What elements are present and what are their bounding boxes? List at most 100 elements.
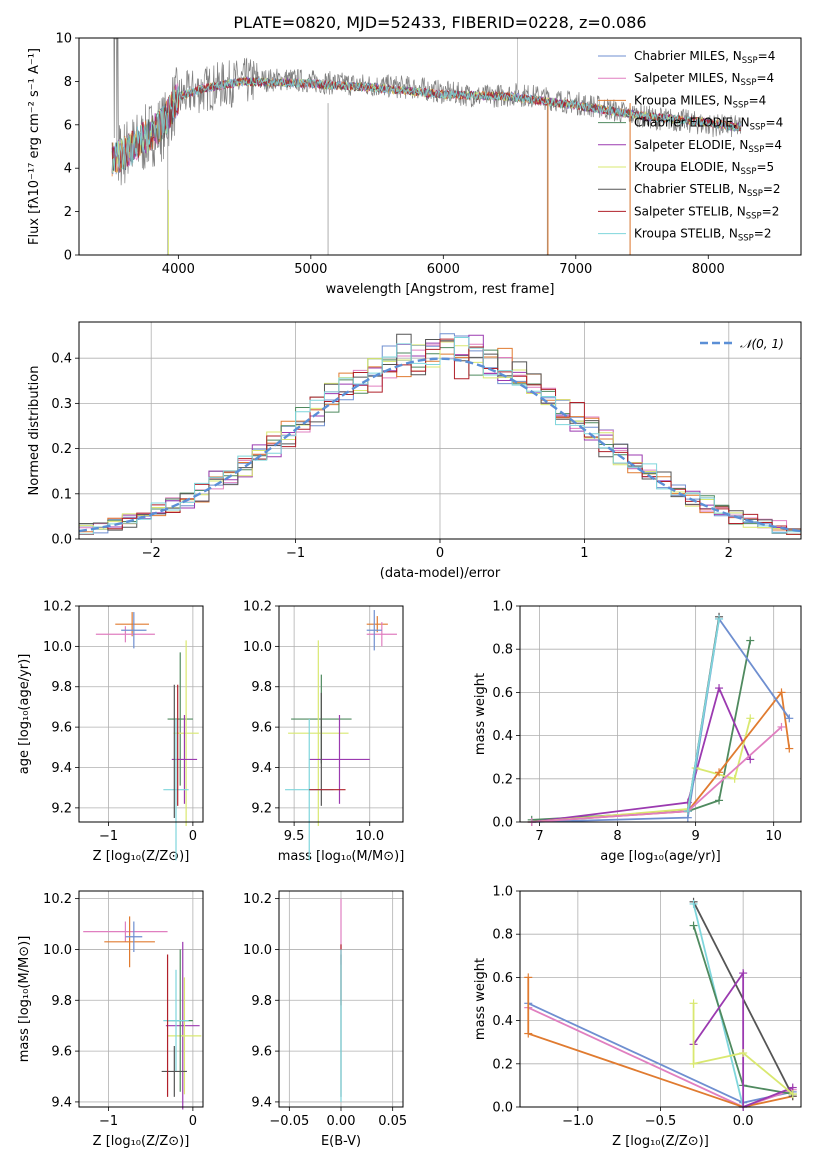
x-tick-label: 0 bbox=[189, 1114, 197, 1129]
legend-entry-subscript: SSP bbox=[741, 78, 757, 88]
x-tick-label: −2 bbox=[142, 546, 161, 561]
spectrum-panel: 4000 5000 6000 7000 8000 0 2 4 6 8 10 wavelength [A… bbox=[27, 32, 802, 297]
x-tick-label: 2 bbox=[725, 546, 733, 561]
axes-frame bbox=[278, 890, 404, 1108]
x-tick-label: 5000 bbox=[294, 262, 327, 277]
mass-weight-series bbox=[531, 718, 752, 823]
y-tick-label: 0.8 bbox=[492, 643, 513, 658]
y-tick-label: 10.2 bbox=[243, 892, 272, 907]
y-tick-label: 1.0 bbox=[492, 600, 513, 615]
figure-title: PLATE=0820, MJD=52433, FIBERID=0228, z=0… bbox=[233, 13, 646, 32]
x-tick-label: 8 bbox=[613, 829, 621, 844]
y-tick-label: 8 bbox=[64, 75, 72, 90]
legend-entry-name: Kroupa STELIB, N bbox=[634, 227, 738, 241]
legend-entry-subscript: SSP bbox=[747, 189, 763, 199]
mass-weight-vs-age-panel: 7 8 9 10 0.0 0.2 0.4 0.6 0.8 1.0 age [log₁₀(age/yr… bbox=[473, 600, 802, 864]
y-tick-label: 0.4 bbox=[51, 352, 72, 367]
y-tick-label: 0.4 bbox=[492, 729, 513, 744]
legend-entry-subscript: SSP bbox=[738, 234, 754, 244]
y-tick-label: 0 bbox=[64, 249, 72, 264]
legend-entry-count: =5 bbox=[756, 160, 774, 174]
x-tick-label: −1.0 bbox=[562, 1114, 594, 1129]
y-tick-label: 10.2 bbox=[43, 892, 72, 907]
y-tick-label: 4 bbox=[64, 162, 72, 177]
legend-entry-count: =2 bbox=[754, 227, 772, 241]
x-tick-label: −1 bbox=[286, 546, 305, 561]
y-tick-label: 0.0 bbox=[492, 1101, 513, 1116]
x-axis-label: mass [log₁₀(M/M⊙)] bbox=[278, 849, 405, 864]
x-axis-label: E(B-V) bbox=[321, 1134, 361, 1149]
mass-vs-ebv-panel: −0.05 0.00 0.05 9.4 9.6 9.8 10.0 10.2 E(B-V) bbox=[243, 890, 407, 1149]
x-axis-label: age [log₁₀(age/yr)] bbox=[600, 849, 721, 864]
y-axis-label: mass weight bbox=[473, 673, 488, 755]
y-tick-label: 0.1 bbox=[51, 487, 72, 502]
legend-entry: Salpeter MILES, NSSP=4 bbox=[634, 71, 774, 88]
x-axis-label: (data-model)/error bbox=[380, 566, 501, 581]
legend-entry: Kroupa MILES, NSSP=4 bbox=[634, 93, 766, 110]
legend-entry-count: =4 bbox=[756, 71, 774, 85]
x-tick-label: 10 bbox=[765, 829, 782, 844]
legend-entry-name: Chabrier MILES, N bbox=[634, 49, 742, 63]
y-tick-label: 9.4 bbox=[251, 1095, 272, 1110]
legend-entry-name: Kroupa ELODIE, N bbox=[634, 160, 741, 174]
x-tick-label: 0.00 bbox=[327, 1114, 356, 1129]
y-tick-label: 9.8 bbox=[51, 680, 72, 695]
y-tick-label: 0.2 bbox=[51, 442, 72, 457]
y-tick-label: 0.0 bbox=[51, 533, 72, 548]
axes-frame bbox=[519, 605, 802, 823]
y-axis-label: mass [log₁₀(M/M⊙)] bbox=[17, 936, 32, 1063]
legend-entry-count: =4 bbox=[749, 93, 767, 107]
mass-weight-series bbox=[527, 977, 793, 1108]
y-tick-label: 1.0 bbox=[492, 885, 513, 900]
x-tick-label: 9 bbox=[691, 829, 699, 844]
legend-entry: Chabrier STELIB, NSSP=2 bbox=[634, 182, 781, 199]
legend-entry: Chabrier ELODIE, NSSP=4 bbox=[634, 116, 783, 133]
legend-entry-name: Chabrier ELODIE, N bbox=[634, 116, 750, 130]
histogram-series bbox=[79, 337, 801, 535]
y-tick-label: 9.6 bbox=[251, 721, 272, 736]
y-tick-label: 0.4 bbox=[492, 1014, 513, 1029]
y-tick-label: 9.8 bbox=[51, 994, 72, 1009]
legend-entry-subscript: SSP bbox=[750, 123, 766, 133]
y-tick-label: 0.3 bbox=[51, 397, 72, 412]
x-tick-label: −1 bbox=[99, 829, 118, 844]
y-tick-label: 9.2 bbox=[51, 801, 72, 816]
age-vs-metallicity-panel: −1 0 9.2 9.4 9.6 9.8 10.0 10.2 Z [log₁₀(Z/Z⊙)] ag… bbox=[17, 600, 204, 864]
y-tick-label: 10.0 bbox=[243, 943, 272, 958]
mass-weight-series bbox=[692, 1003, 794, 1095]
legend-entry-subscript: SSP bbox=[742, 56, 758, 66]
legend-entry-name: Salpeter MILES, N bbox=[634, 71, 741, 85]
residual-histogram-panel: −2 −1 0 1 2 0.0 0.1 0.2 0.3 0.4 (data-model)/error… bbox=[27, 321, 802, 581]
legend-entry: 𝒩(0, 1) bbox=[740, 337, 784, 351]
y-tick-label: 0.2 bbox=[492, 1057, 513, 1072]
y-tick-label: 9.4 bbox=[51, 761, 72, 776]
y-tick-label: 9.2 bbox=[251, 801, 272, 816]
x-tick-label: 4000 bbox=[162, 262, 195, 277]
x-tick-label: 0 bbox=[436, 546, 444, 561]
model-spectrum bbox=[111, 77, 742, 174]
legend-entry-name: Kroupa MILES, N bbox=[634, 93, 733, 107]
legend-entry-subscript: SSP bbox=[733, 100, 749, 110]
y-tick-label: 9.6 bbox=[51, 1045, 72, 1060]
y-tick-label: 10.2 bbox=[243, 600, 272, 615]
mass-vs-metallicity-panel: −1 0 9.4 9.6 9.8 10.0 10.2 Z [log₁₀(Z/Z⊙)] mass … bbox=[17, 890, 204, 1149]
y-tick-label: 9.6 bbox=[251, 1045, 272, 1060]
mass-weight-vs-metallicity-panel: −1.0 −0.5 0.0 0.0 0.2 0.4 0.6 0.8 1.0 Z [log₁₀(Z/… bbox=[473, 885, 802, 1149]
x-tick-label: −0.05 bbox=[269, 1114, 309, 1129]
legend-entry-count: =4 bbox=[766, 116, 784, 130]
y-tick-label: 9.6 bbox=[51, 721, 72, 736]
legend-entry: Kroupa ELODIE, NSSP=5 bbox=[634, 160, 774, 177]
legend-entry-subscript: SSP bbox=[741, 167, 757, 177]
legend-entry: Kroupa STELIB, NSSP=2 bbox=[634, 227, 772, 244]
y-tick-label: 9.4 bbox=[51, 1095, 72, 1110]
x-axis-label: Z [log₁₀(Z/Z⊙)] bbox=[93, 1134, 190, 1149]
x-axis-label: Z [log₁₀(Z/Z⊙)] bbox=[93, 849, 190, 864]
y-tick-label: 2 bbox=[64, 205, 72, 220]
legend-entry-count: =2 bbox=[763, 182, 781, 196]
age-vs-mass-panel: 9.5 10.0 9.2 9.4 9.6 9.8 10.0 10.2 mass [log₁₀(M… bbox=[243, 600, 404, 865]
x-tick-label: 7000 bbox=[559, 262, 592, 277]
legend-entry-name: Salpeter STELIB, N bbox=[634, 204, 746, 218]
x-axis-label: wavelength [Angstrom, rest frame] bbox=[326, 282, 555, 297]
x-tick-label: 0 bbox=[189, 829, 197, 844]
